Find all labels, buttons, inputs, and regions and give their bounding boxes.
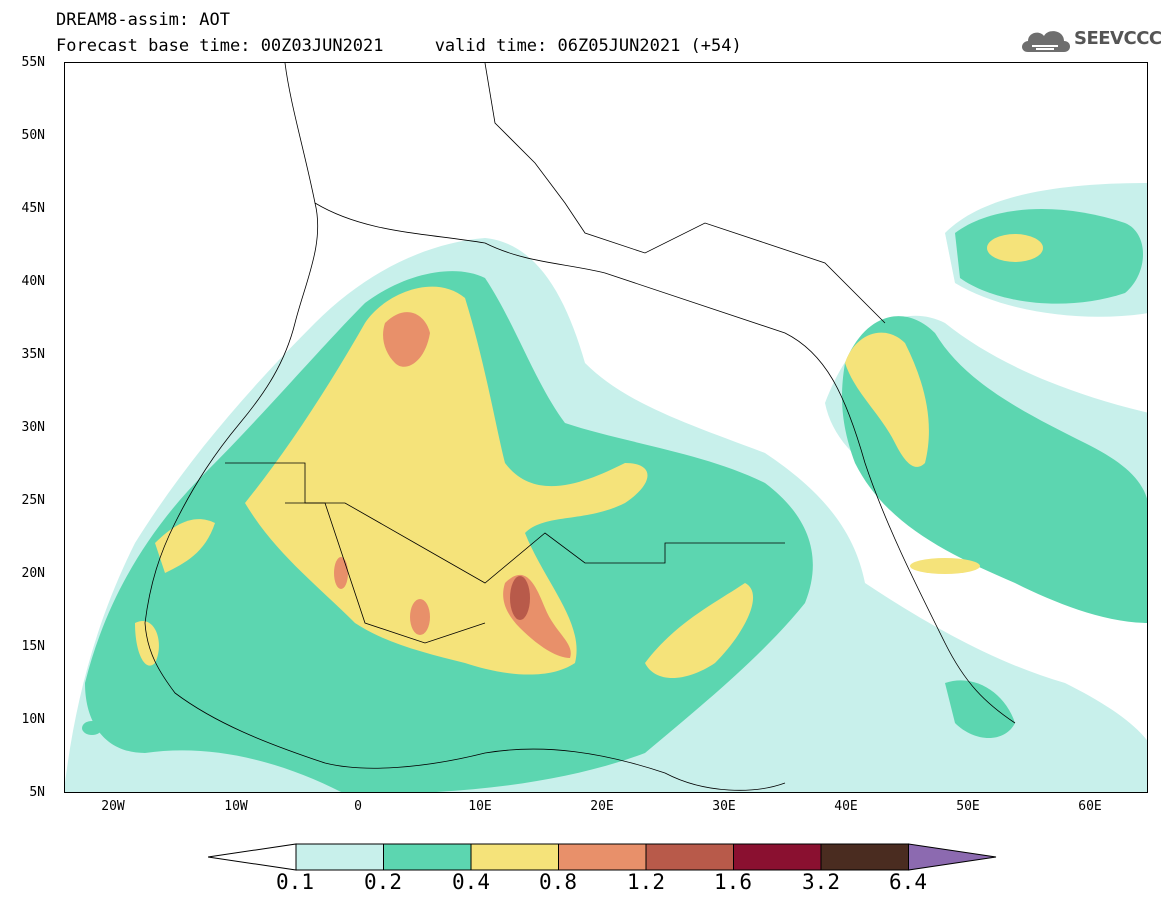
aot-field: [65, 63, 1147, 792]
lon-label-0: 0: [354, 799, 362, 814]
lat-label-20n: 20N: [21, 566, 45, 581]
lat-label-15n: 15N: [21, 639, 45, 654]
colorbar-label-1.2: 1.2: [627, 870, 665, 894]
aot-map: [64, 62, 1148, 793]
colorbar-segment-0: [295, 843, 384, 871]
lat-label-25n: 25N: [21, 493, 45, 508]
colorbar: [208, 843, 997, 871]
colorbar-segment-1: [383, 843, 472, 871]
coastlines: [144, 63, 1016, 791]
colorbar-label-0.2: 0.2: [364, 870, 402, 894]
seevccc-logo: SEEVCCC: [1018, 22, 1162, 58]
lon-label-40e: 40E: [834, 799, 858, 814]
title-line-1: DREAM8-assim: AOT: [56, 10, 230, 30]
colorbar-segment-3: [558, 843, 647, 871]
lat-label-50n: 50N: [21, 128, 45, 143]
colorbar-segment-2: [470, 843, 559, 871]
title-line-2: Forecast base time: 00Z03JUN2021 valid t…: [56, 36, 742, 56]
colorbar-label-0.8: 0.8: [539, 870, 577, 894]
colorbar-high-arrow: [908, 843, 997, 871]
colorbar-label-0.1: 0.1: [276, 870, 314, 894]
lon-label-10w: 10W: [224, 799, 248, 814]
aot-level-1.2: [510, 576, 530, 620]
lat-label-5n: 5N: [29, 785, 45, 800]
lat-label-45n: 45N: [21, 201, 45, 216]
colorbar-label-6.4: 6.4: [889, 870, 927, 894]
colorbar-label-3.2: 3.2: [802, 870, 840, 894]
lat-label-30n: 30N: [21, 420, 45, 435]
cloud-icon: [1022, 31, 1070, 52]
colorbar-segment-4: [645, 843, 734, 871]
lon-label-60e: 60E: [1078, 799, 1102, 814]
lat-label-10n: 10N: [21, 712, 45, 727]
colorbar-low-arrow: [208, 843, 297, 871]
colorbar-label-1.6: 1.6: [714, 870, 752, 894]
lat-label-35n: 35N: [21, 347, 45, 362]
lon-label-10e: 10E: [468, 799, 492, 814]
lon-label-30e: 30E: [712, 799, 736, 814]
colorbar-segment-5: [733, 843, 822, 871]
logo-text: SEEVCCC: [1074, 28, 1162, 49]
lon-label-20e: 20E: [590, 799, 614, 814]
lon-label-20w: 20W: [101, 799, 125, 814]
colorbar-segment-6: [820, 843, 909, 871]
lon-label-50e: 50E: [956, 799, 980, 814]
lat-label-55n: 55N: [21, 55, 45, 70]
colorbar-label-0.4: 0.4: [452, 870, 490, 894]
lat-label-40n: 40N: [21, 274, 45, 289]
